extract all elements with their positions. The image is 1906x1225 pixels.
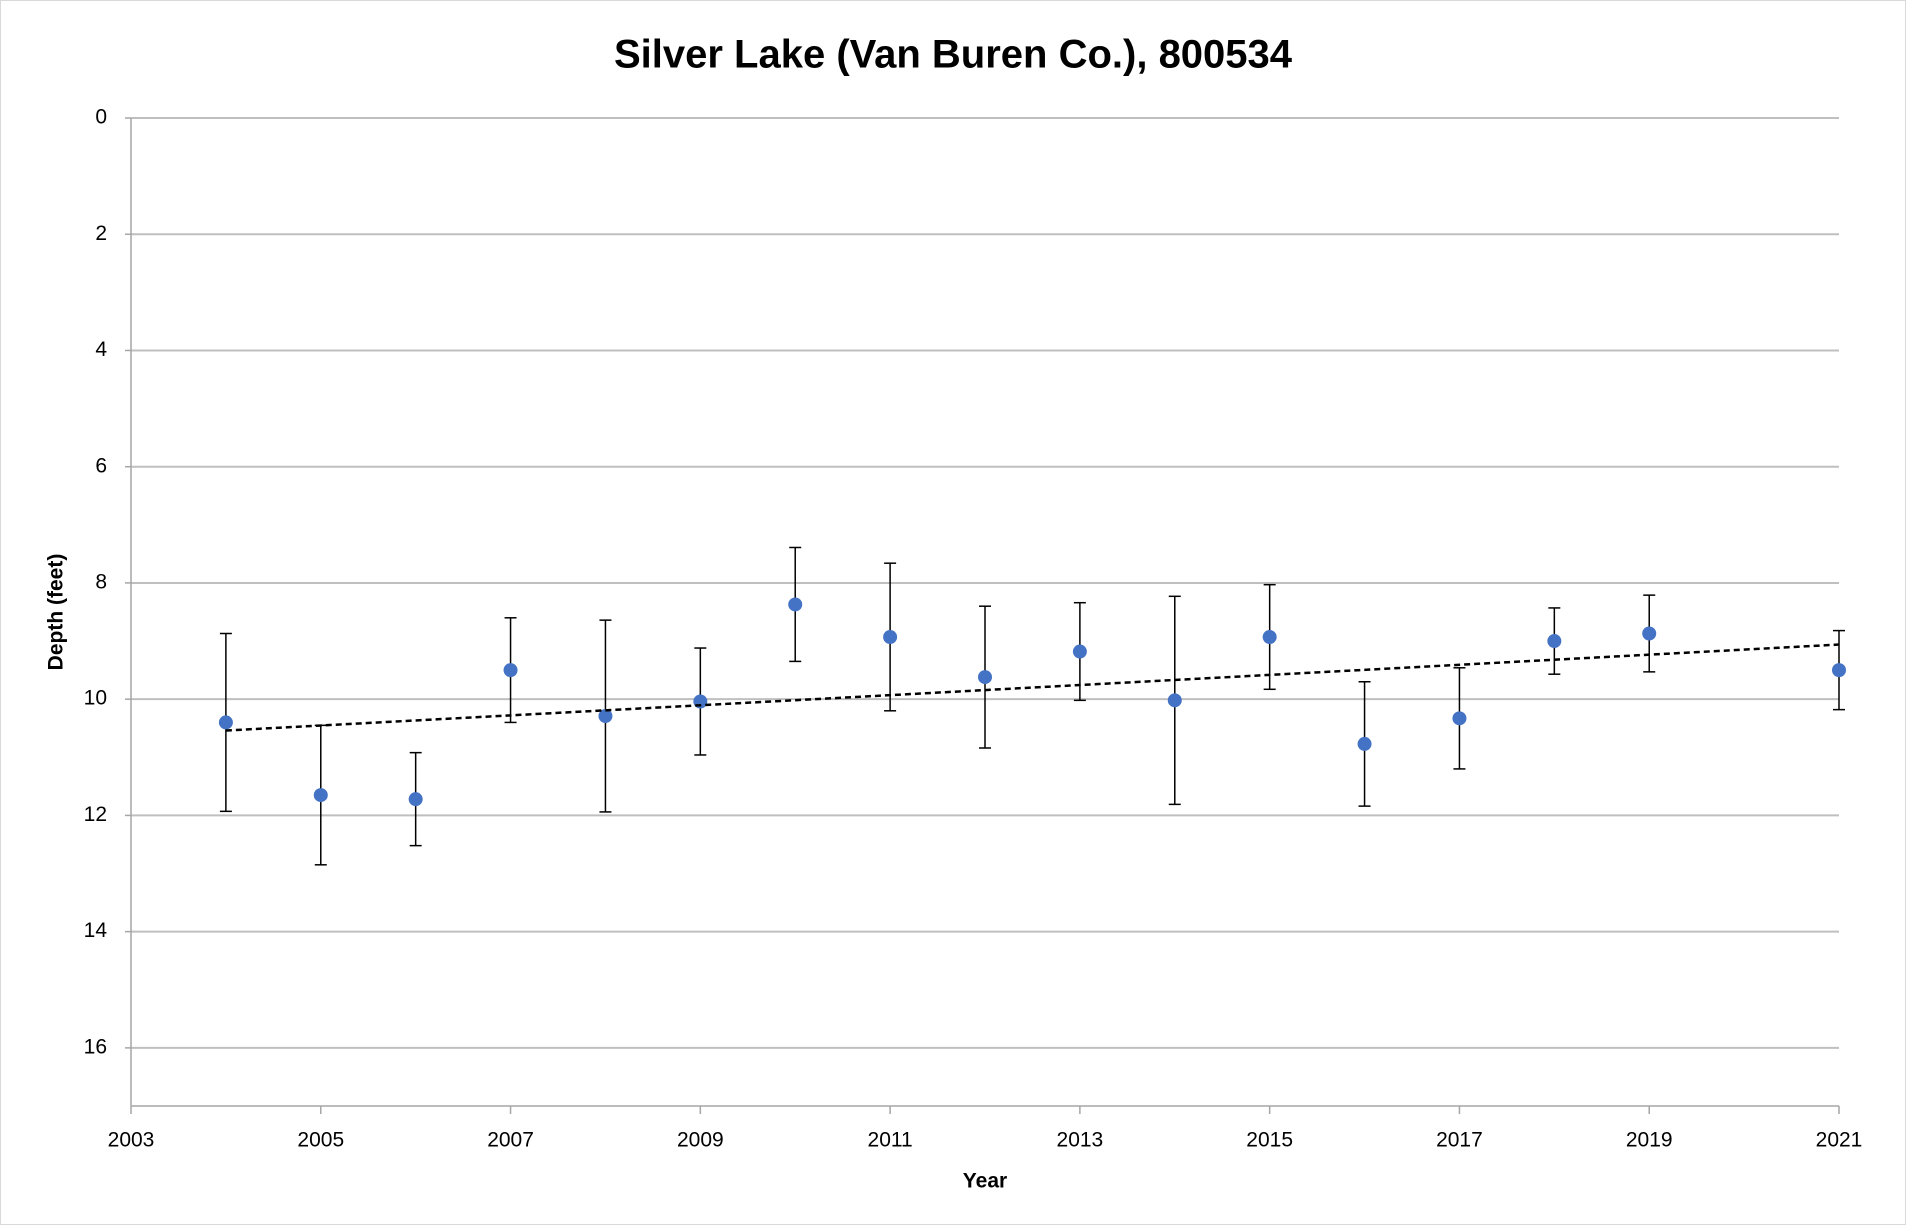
point bbox=[1832, 663, 1846, 678]
y-tick-label: 10 bbox=[84, 687, 107, 710]
y-tick-label: 14 bbox=[84, 919, 108, 942]
point bbox=[1167, 693, 1182, 708]
point bbox=[1357, 736, 1372, 751]
x-axis-title: Year bbox=[963, 1170, 1007, 1193]
point bbox=[1642, 626, 1657, 641]
point bbox=[598, 709, 613, 724]
x-tick-label: 2013 bbox=[1057, 1129, 1104, 1152]
x-tick-label: 2011 bbox=[868, 1129, 913, 1152]
y-tick-label: 16 bbox=[84, 1035, 107, 1058]
x-tick-label: 2009 bbox=[677, 1129, 724, 1152]
point bbox=[1072, 644, 1087, 659]
point bbox=[1262, 629, 1277, 644]
y-tick-label: 6 bbox=[95, 454, 107, 477]
x-tick-label: 2017 bbox=[1436, 1129, 1483, 1152]
point bbox=[503, 663, 518, 678]
point bbox=[1547, 634, 1562, 649]
x-tick-label: 2015 bbox=[1246, 1129, 1293, 1152]
chart-title: Silver Lake (Van Buren Co.), 800534 bbox=[614, 33, 1293, 77]
y-tick-label: 0 bbox=[95, 106, 107, 129]
point bbox=[883, 629, 898, 644]
point bbox=[218, 715, 233, 730]
x-tick-label: 2019 bbox=[1626, 1129, 1673, 1152]
point bbox=[1452, 711, 1467, 726]
y-tick-label: 12 bbox=[84, 803, 107, 826]
x-tick-label: 2005 bbox=[297, 1129, 344, 1152]
point bbox=[788, 597, 803, 612]
point bbox=[408, 792, 423, 807]
point bbox=[313, 788, 328, 803]
point bbox=[978, 670, 992, 685]
x-tick-label: 2021 bbox=[1816, 1129, 1863, 1152]
x-tick-label: 2007 bbox=[487, 1129, 534, 1152]
y-tick-label: 8 bbox=[95, 570, 107, 593]
y-tick-label: 4 bbox=[95, 338, 107, 361]
y-axis-title: Depth (feet) bbox=[45, 554, 68, 671]
y-tick-label: 2 bbox=[95, 222, 107, 245]
x-tick-label: 2003 bbox=[108, 1129, 155, 1152]
